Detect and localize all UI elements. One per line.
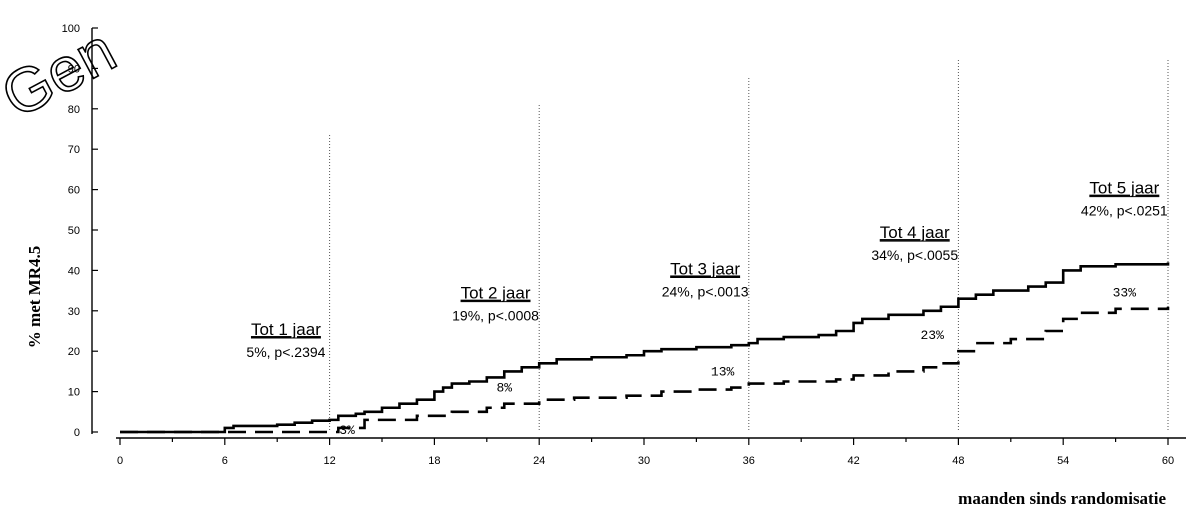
y-tick-label-60: 60	[68, 185, 80, 197]
point-label-2: 8%	[496, 381, 512, 396]
x-tick-label-18: 18	[428, 455, 440, 467]
point-label-1: 3%	[339, 423, 355, 438]
axes: 0 10 20 30 40 50 60 70 80 90 100 0 6 12 18 24 30 36 42 48 54…	[62, 23, 1186, 467]
x-tick-label-36: 36	[743, 455, 755, 467]
x-tick-label-48: 48	[952, 455, 964, 467]
y-tick-label-20: 20	[68, 346, 80, 358]
x-tick-label-12: 12	[323, 455, 335, 467]
vertical-marker-lines	[329, 60, 1169, 432]
annotation-stat-5: 42%, p<.0251	[1081, 203, 1168, 219]
series-lines	[120, 262, 1170, 434]
point-label-3: 13%	[711, 364, 735, 379]
y-tick-label-50: 50	[68, 225, 80, 237]
y-tick-label-70: 70	[68, 144, 80, 156]
x-axis-label: maanden sinds randomisatie	[958, 489, 1166, 508]
annotation-stat-1: 5%, p<.2394	[246, 344, 325, 360]
x-tick-label-30: 30	[638, 455, 650, 467]
annotation-title-1: Tot 1 jaar	[251, 320, 321, 339]
point-labels: 3% 8% 13% 23% 33%	[339, 286, 1136, 438]
y-tick-label-100: 100	[62, 23, 80, 35]
y-tick-label-80: 80	[68, 104, 80, 116]
annotation-title-5: Tot 5 jaar	[1089, 179, 1159, 198]
x-tick-label-60: 60	[1162, 455, 1174, 467]
y-tick-label-0: 0	[74, 427, 80, 439]
point-label-5: 33%	[1113, 286, 1137, 301]
x-tick-label-0: 0	[117, 455, 123, 467]
x-tick-label-42: 42	[847, 455, 859, 467]
series-line-solid	[120, 262, 1170, 434]
x-tick-label-54: 54	[1057, 455, 1069, 467]
period-annotations: Tot 1 jaar 5%, p<.2394 Tot 2 jaar 19%, p<.0…	[246, 179, 1168, 360]
y-tick-label-10: 10	[68, 387, 80, 399]
y-axis-label: % met MR4.5	[25, 246, 44, 348]
x-tick-label-24: 24	[533, 455, 545, 467]
y-tick-label-30: 30	[68, 306, 80, 318]
annotation-stat-4: 34%, p<.0055	[871, 247, 958, 263]
annotation-title-3: Tot 3 jaar	[670, 259, 740, 278]
annotation-title-4: Tot 4 jaar	[880, 223, 950, 242]
annotation-stat-3: 24%, p<.0013	[662, 283, 749, 299]
point-label-4: 23%	[920, 328, 944, 343]
y-tick-label-90: 90	[68, 63, 80, 75]
y-tick-label-40: 40	[68, 265, 80, 277]
annotation-title-2: Tot 2 jaar	[461, 284, 531, 303]
series-line-dashed	[120, 306, 1170, 434]
x-tick-label-6: 6	[222, 455, 228, 467]
annotation-stat-2: 19%, p<.0008	[452, 308, 539, 324]
